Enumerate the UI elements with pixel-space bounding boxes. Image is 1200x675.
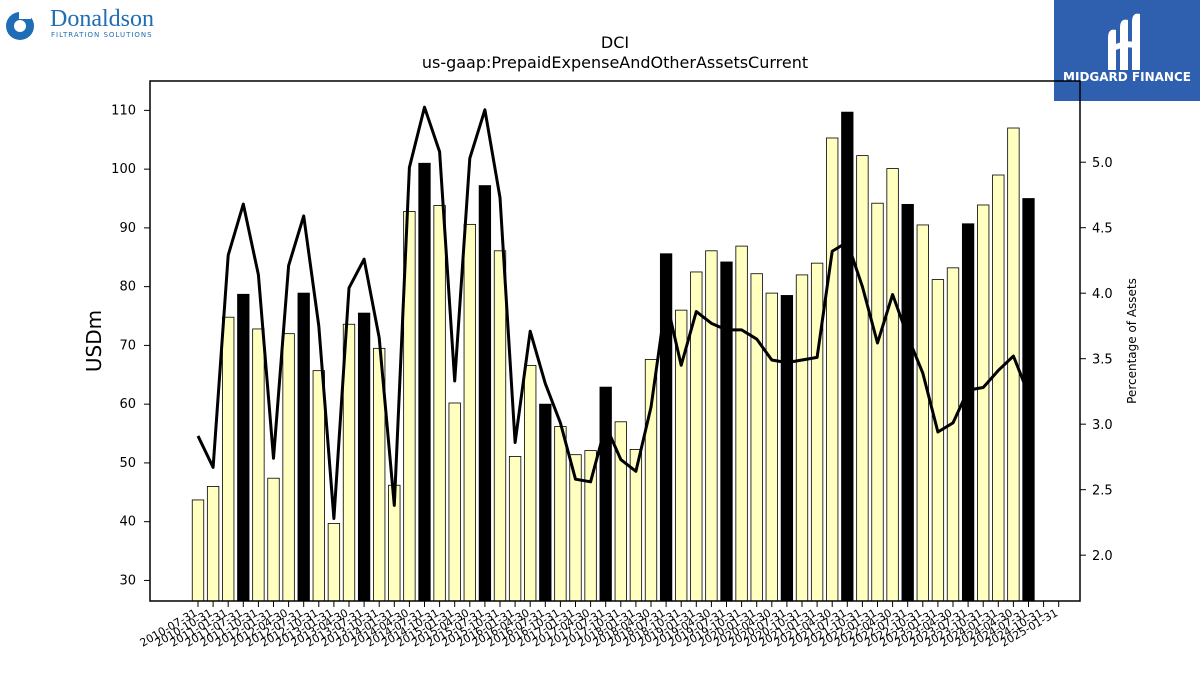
y-tick-label: 110 xyxy=(111,103,136,118)
bar-2015-04-30 xyxy=(463,223,476,602)
bar-2020-10-31 xyxy=(795,274,809,602)
y-axis-label: USDm xyxy=(82,310,106,372)
midgard-logo-mark-icon xyxy=(1108,13,1140,70)
bar-2022-04-30 xyxy=(886,168,899,602)
bar-2022-07-31 xyxy=(901,203,914,602)
bar-2015-07-31 xyxy=(478,185,492,602)
bar-2023-01-31 xyxy=(931,279,945,602)
bar-2015-01-31 xyxy=(448,402,461,602)
bar-2011-07-31 xyxy=(237,293,250,602)
bar-2023-10-31 xyxy=(977,204,990,602)
bar-2016-10-31 xyxy=(554,426,567,602)
bar-2013-01-31 xyxy=(327,523,341,602)
bar-2024-07-31 xyxy=(1022,198,1035,602)
donaldson-logo-tagline: FILTRATION SOLUTIONS xyxy=(51,31,153,39)
y-tick-label: 70 xyxy=(119,338,136,353)
bar-2021-07-31 xyxy=(841,111,854,602)
bar-2011-10-31 xyxy=(252,328,265,602)
bar-2012-07-31 xyxy=(297,292,310,602)
chart-subtitle: us-gaap:PrepaidExpenseAndOtherAssetsCurr… xyxy=(422,53,808,72)
y2-tick-label: 2.0 xyxy=(1092,549,1113,564)
bar-2019-04-30 xyxy=(705,250,718,602)
bar-2014-10-31 xyxy=(433,205,446,602)
bar-2012-01-31 xyxy=(267,477,280,602)
bar-2013-07-31 xyxy=(357,312,371,602)
y2-tick-label: 2.5 xyxy=(1092,484,1113,499)
bar-2017-04-30 xyxy=(584,450,597,602)
bar-2021-04-30 xyxy=(826,137,839,602)
bar-2021-10-31 xyxy=(856,155,869,602)
y-tick-label: 80 xyxy=(119,280,136,295)
y2-tick-label: 5.0 xyxy=(1092,156,1113,171)
y-tick-label: 90 xyxy=(119,221,136,236)
bar-2016-04-30 xyxy=(524,364,537,602)
bar-2016-01-31 xyxy=(508,456,522,602)
bar-2015-10-31 xyxy=(493,250,507,602)
bar-2019-07-31 xyxy=(720,261,733,602)
bar-2023-07-31 xyxy=(961,223,975,602)
y2-axis-label: Percentage of Assets xyxy=(1125,278,1139,404)
y2-tick-label: 3.0 xyxy=(1092,418,1113,433)
bar-2019-10-31 xyxy=(735,245,748,602)
bar-2020-01-31 xyxy=(750,273,763,602)
bar-2012-04-30 xyxy=(282,333,295,602)
y-tick-label: 30 xyxy=(119,573,136,588)
y2-tick-label: 3.5 xyxy=(1092,353,1113,368)
bar-2010-10-31 xyxy=(206,486,220,602)
y-tick-label: 40 xyxy=(119,515,136,530)
y2-tick-label: 4.0 xyxy=(1092,287,1113,302)
donaldson-logo-name: Donaldson xyxy=(50,6,154,32)
bar-2021-01-31 xyxy=(810,262,824,602)
chart-title: DCI xyxy=(601,33,629,52)
bar-2023-04-30 xyxy=(946,267,960,602)
bar-2010-07-31 xyxy=(191,499,205,602)
bar-2020-07-31 xyxy=(780,295,794,602)
y-tick-label: 60 xyxy=(119,397,136,412)
bar-2014-07-31 xyxy=(418,162,431,602)
bar-2022-01-31 xyxy=(871,202,884,602)
midgard-finance-logo: MIDGARD FINANCE xyxy=(1054,0,1200,101)
bar-2018-04-30 xyxy=(644,359,658,602)
bar-2011-01-31 xyxy=(222,316,235,602)
bar-2022-10-31 xyxy=(916,224,929,602)
bar-2017-07-31 xyxy=(599,386,612,602)
bar-2020-04-30 xyxy=(765,292,778,602)
midgard-logo-name: MIDGARD FINANCE xyxy=(1063,70,1191,84)
bar-2024-01-31 xyxy=(992,174,1005,602)
series-line-pct-of-assets xyxy=(196,105,1030,520)
y-tick-label: 100 xyxy=(111,162,136,177)
donaldson-logo: Donaldson FILTRATION SOLUTIONS xyxy=(4,4,184,48)
bar-2012-10-31 xyxy=(312,370,325,602)
bar-2016-07-31 xyxy=(539,403,552,602)
y-tick-label: 50 xyxy=(119,456,136,471)
plot-frame xyxy=(149,80,1081,602)
y2-tick-label: 4.5 xyxy=(1092,222,1113,237)
